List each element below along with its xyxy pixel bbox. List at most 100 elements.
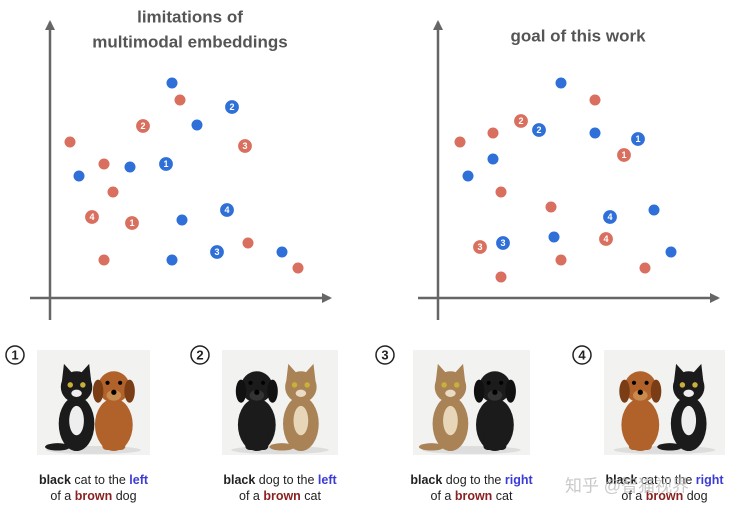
numbered-dot <box>471 238 489 256</box>
dot-number: 2 <box>518 116 523 126</box>
right-axes <box>418 20 720 320</box>
eye <box>67 382 73 388</box>
embedding-dot <box>545 201 557 213</box>
left-axes <box>30 20 332 320</box>
eye <box>499 380 504 385</box>
embedding-dot <box>589 94 601 106</box>
embedding-dot <box>292 262 304 274</box>
embedding-dot <box>276 246 288 258</box>
example-number: 3 <box>381 347 388 362</box>
numbered-dot <box>218 201 236 219</box>
dog-legs <box>628 426 652 450</box>
caption-part: black <box>223 473 255 487</box>
embedding-dot <box>454 136 466 148</box>
dog-ear <box>267 379 278 403</box>
eye <box>261 380 266 385</box>
example-number-ring <box>5 345 25 365</box>
dog-head <box>241 371 273 403</box>
caption-line: black cat to the left <box>39 473 149 487</box>
numbered-dot <box>123 214 141 232</box>
dog-ear <box>473 379 485 403</box>
cat-tail <box>269 443 295 451</box>
eye <box>486 380 491 385</box>
example-number: 2 <box>196 347 203 362</box>
caption-part: brown <box>646 489 684 503</box>
cat-head <box>285 371 317 403</box>
snout <box>249 390 265 401</box>
eye <box>80 382 86 388</box>
numbered-dot <box>134 117 152 135</box>
cat-tail <box>418 443 445 451</box>
caption-part: right <box>505 473 534 487</box>
cat-ears <box>674 363 704 382</box>
muzzle <box>295 389 307 397</box>
dot-number: 1 <box>621 150 626 160</box>
embedding-dot <box>487 153 499 165</box>
example-number-ring <box>375 345 395 365</box>
snout <box>487 390 503 401</box>
caption-part: dog to the <box>255 473 318 487</box>
embedding-dot <box>555 254 567 266</box>
cat-chest <box>443 405 458 436</box>
cat-chest <box>69 405 84 436</box>
embedding-dot <box>462 170 474 182</box>
example-image <box>222 350 338 455</box>
dog-ear <box>92 379 104 403</box>
dog-head <box>98 371 130 403</box>
caption-part: dog to the <box>442 473 505 487</box>
dot-number: 1 <box>163 159 168 169</box>
numbered-dot <box>601 208 619 226</box>
dot-number: 1 <box>129 218 134 228</box>
dot-number: 3 <box>242 141 247 151</box>
caption-line: of a brown dog <box>621 489 707 503</box>
numbered-dot <box>208 243 226 261</box>
example-number-ring <box>572 345 592 365</box>
muzzle <box>71 389 82 397</box>
eye <box>118 380 123 385</box>
watermark: 知乎 @智猫视界 <box>565 476 689 495</box>
embedding-dot <box>174 94 186 106</box>
eye <box>644 380 649 385</box>
caption-line: of a brown cat <box>431 489 514 503</box>
dog-ear <box>235 379 247 403</box>
eye <box>291 382 298 388</box>
cat-ears <box>286 363 316 382</box>
example-image <box>604 350 725 455</box>
numbered-dot <box>629 130 647 148</box>
embedding-dot <box>166 77 178 89</box>
embedding-dot <box>98 254 110 266</box>
caption-line: of a brown dog <box>50 489 136 503</box>
caption-part: cat <box>492 489 513 503</box>
caption-line: black cat to the right <box>605 473 724 487</box>
dot-number: 2 <box>536 125 541 135</box>
caption-line: black dog to the right <box>410 473 533 487</box>
cat-ears <box>435 363 466 382</box>
eye <box>679 382 686 388</box>
caption-part: black <box>410 473 442 487</box>
eye <box>441 382 447 388</box>
eye <box>105 380 110 385</box>
panel-title: goal of this work <box>510 26 646 45</box>
dog-ear <box>505 379 516 403</box>
caption-part: left <box>318 473 338 487</box>
image-background <box>37 350 150 455</box>
cat-chest <box>293 405 309 436</box>
embedding-dot <box>639 262 651 274</box>
eye <box>454 382 460 388</box>
embedding-dot <box>555 77 567 89</box>
caption-part: brown <box>455 489 493 503</box>
caption-part: of a <box>431 489 455 503</box>
cat-head <box>60 371 93 403</box>
embedding-dot <box>64 136 76 148</box>
dot-number: 4 <box>224 205 229 215</box>
panel-title: limitations of <box>137 7 243 26</box>
snout <box>632 390 648 401</box>
dot-number: 4 <box>89 212 94 222</box>
numbered-dot <box>157 155 175 173</box>
caption-part: black <box>39 473 71 487</box>
dot-number: 2 <box>140 121 145 131</box>
embedding-dot <box>648 204 660 216</box>
dot-number: 2 <box>229 102 234 112</box>
caption-part: brown <box>263 489 301 503</box>
